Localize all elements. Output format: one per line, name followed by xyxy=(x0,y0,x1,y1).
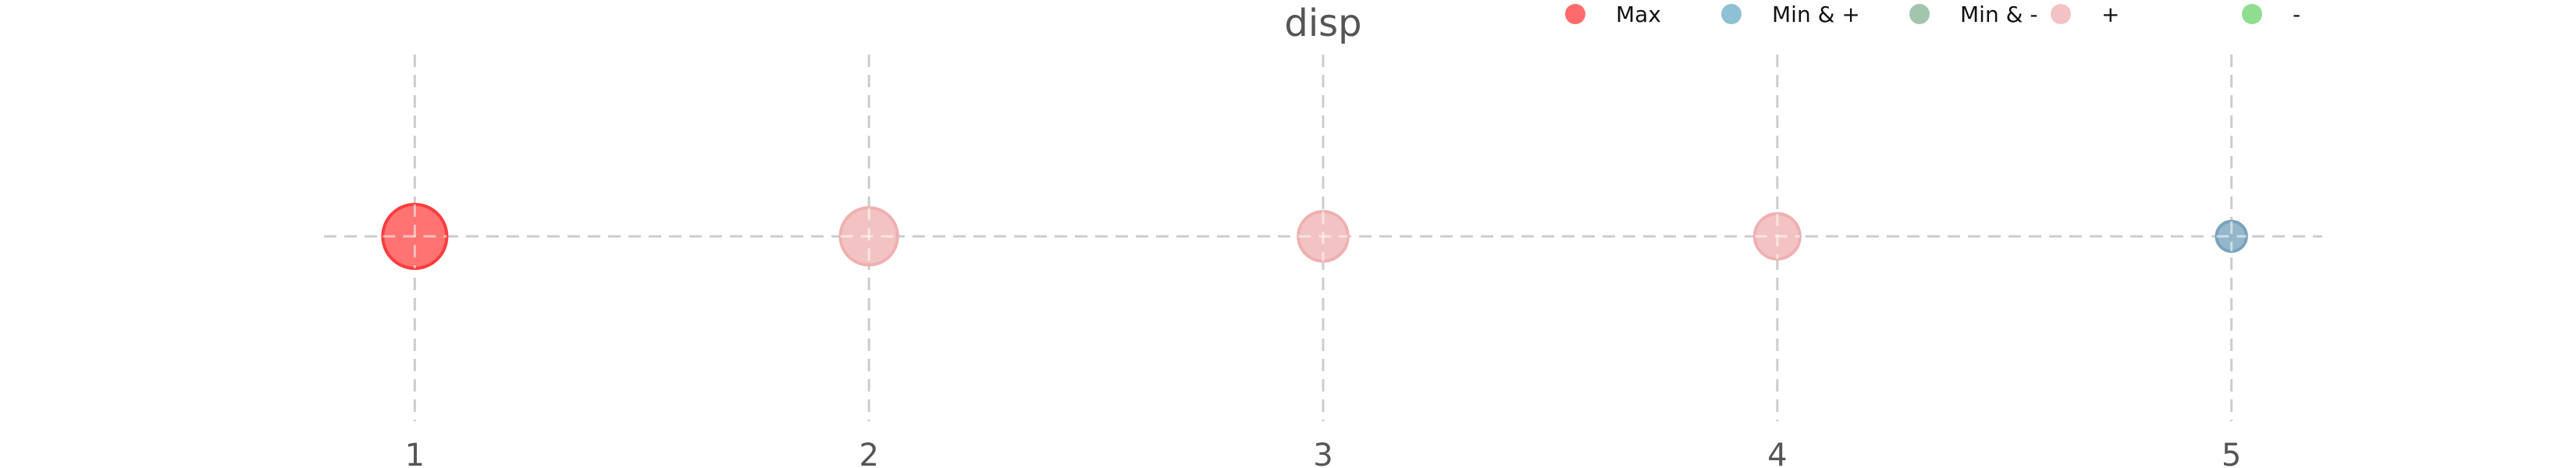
legend-marker xyxy=(1565,4,1585,24)
x-axis-ticks: 1 2 3 4 5 xyxy=(405,438,2242,468)
x-tick-label: 4 xyxy=(1767,438,1787,468)
legend-marker xyxy=(2242,4,2262,24)
chart-legend: Max Min & + Min & - + - xyxy=(1565,2,2300,27)
x-tick-label: 1 xyxy=(405,438,425,468)
legend-item: - xyxy=(2242,2,2300,27)
x-tick-label: 5 xyxy=(2222,438,2241,468)
legend-item: Max xyxy=(1565,2,1661,27)
legend-marker xyxy=(1909,4,1930,24)
x-tick-label: 3 xyxy=(1313,438,1332,468)
legend-label: Min & + xyxy=(1772,2,1860,27)
x-tick-label: 2 xyxy=(859,438,878,468)
legend-label: - xyxy=(2293,2,2300,27)
data-points xyxy=(381,203,2248,270)
legend-marker xyxy=(2051,4,2071,24)
legend-item: + xyxy=(2051,2,2119,27)
legend-item: Min & - xyxy=(1909,2,2037,27)
legend-label: + xyxy=(2101,2,2119,27)
grid-overlay xyxy=(382,204,2247,268)
legend-label: Max xyxy=(1616,2,1661,27)
legend-label: Min & - xyxy=(1960,2,2037,27)
legend-marker xyxy=(1721,4,1742,24)
chart-title: disp xyxy=(1284,2,1361,45)
legend-item: Min & + xyxy=(1721,2,1860,27)
